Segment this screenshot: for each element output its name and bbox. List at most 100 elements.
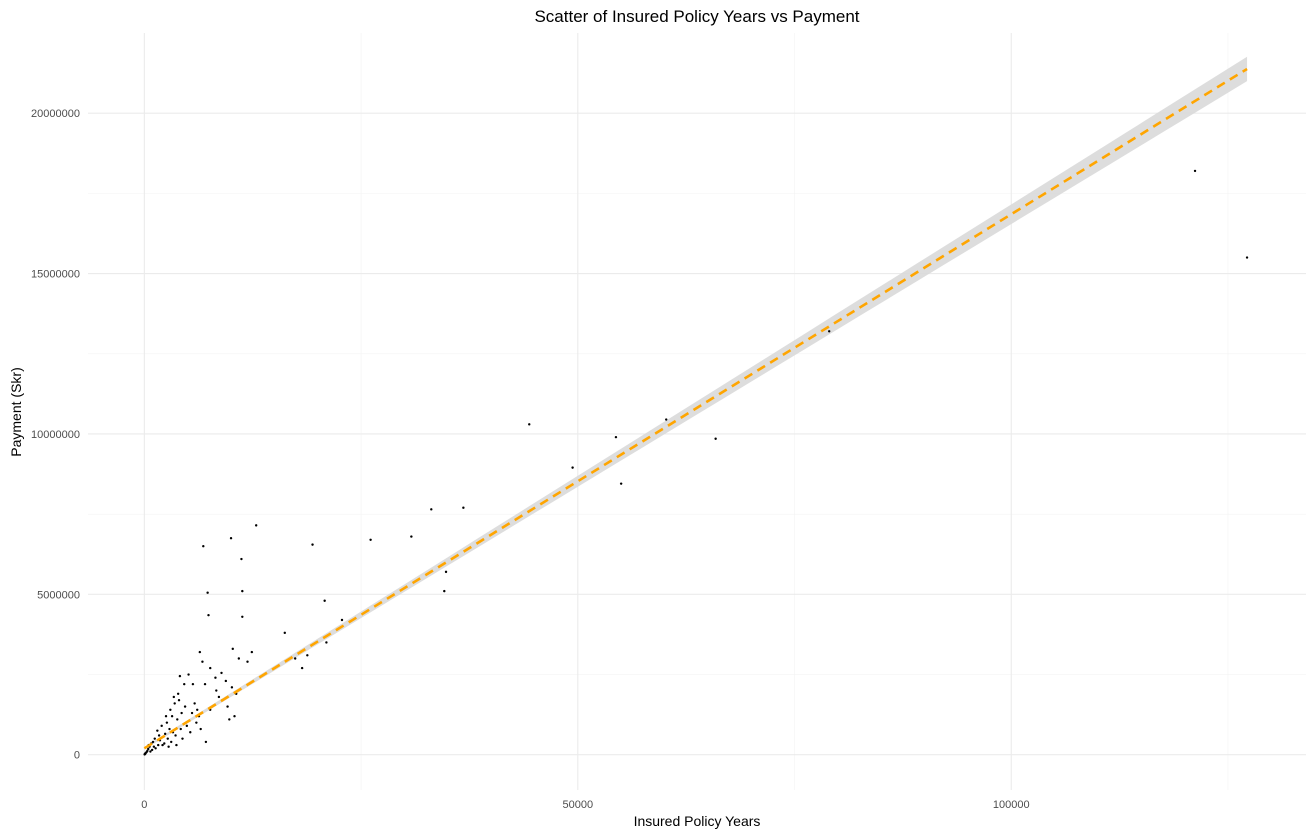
fit-line-dashed	[143, 67, 1248, 750]
data-point	[228, 718, 231, 721]
data-point	[175, 743, 178, 747]
data-point	[325, 641, 328, 644]
data-point	[430, 508, 433, 511]
data-point	[195, 721, 198, 724]
data-point	[157, 743, 160, 747]
data-point	[179, 727, 182, 731]
data-point	[369, 538, 372, 542]
data-point	[619, 482, 623, 485]
data-point	[220, 671, 223, 675]
data-point	[156, 729, 159, 732]
data-point	[172, 695, 176, 699]
data-point	[157, 734, 161, 737]
data-point	[443, 589, 446, 593]
data-point	[300, 666, 304, 670]
x-tick-label: 50000	[563, 799, 594, 811]
data-point	[306, 654, 309, 657]
data-point	[161, 743, 164, 747]
y-tick-label: 10000000	[31, 429, 80, 441]
data-point	[154, 747, 157, 750]
data-point	[189, 731, 192, 734]
data-point	[147, 747, 150, 751]
data-point	[177, 698, 181, 702]
data-point	[201, 660, 204, 663]
data-point	[614, 435, 618, 439]
data-point	[237, 657, 241, 660]
data-point	[180, 711, 183, 715]
x-axis-label: Insured Policy Years	[634, 813, 761, 829]
data-point	[198, 650, 202, 654]
data-point	[174, 734, 177, 737]
data-point	[153, 737, 156, 740]
data-point	[164, 715, 168, 718]
data-point	[246, 660, 249, 663]
data-point	[190, 711, 194, 715]
data-point	[178, 674, 182, 678]
data-point	[150, 748, 154, 752]
data-point	[1245, 256, 1249, 259]
data-point	[169, 708, 172, 712]
data-point	[214, 676, 217, 679]
data-point	[254, 524, 258, 527]
data-point	[151, 740, 155, 744]
data-point	[231, 647, 234, 651]
data-point	[196, 708, 199, 712]
data-point	[163, 742, 166, 745]
data-point	[202, 545, 205, 548]
data-point	[143, 753, 146, 756]
data-point	[199, 727, 202, 731]
data-point	[1193, 169, 1197, 173]
data-point	[241, 615, 244, 618]
data-point	[665, 418, 668, 421]
data-point	[229, 537, 233, 540]
data-point	[340, 618, 344, 622]
data-point	[168, 727, 171, 731]
data-point	[293, 657, 297, 660]
y-tick-label: 20000000	[31, 108, 80, 120]
y-tick-label: 5000000	[37, 589, 80, 601]
data-point	[828, 330, 831, 333]
data-point	[185, 724, 189, 728]
data-point	[193, 702, 196, 705]
data-point	[206, 591, 209, 594]
data-point	[183, 705, 187, 708]
data-point	[233, 715, 236, 718]
data-point	[714, 437, 717, 440]
data-point	[207, 613, 210, 617]
fit-line	[143, 67, 1248, 750]
grid	[88, 33, 1306, 790]
data-point	[209, 666, 212, 670]
confidence-band	[144, 56, 1248, 750]
y-tick-label: 0	[74, 750, 80, 762]
data-point	[571, 466, 574, 469]
data-point	[163, 732, 167, 736]
data-point	[462, 506, 465, 509]
data-point	[217, 695, 221, 699]
data-point	[170, 715, 174, 718]
data-point	[241, 589, 244, 593]
data-point	[204, 740, 208, 744]
data-point	[528, 423, 531, 426]
data-point	[176, 718, 179, 721]
data-point	[165, 721, 169, 724]
data-point	[167, 745, 170, 748]
chart-title: Scatter of Insured Policy Years vs Payme…	[534, 7, 859, 26]
data-point	[160, 724, 163, 728]
data-point	[170, 740, 173, 744]
tick-labels: 0 50000 100000 0 5000000 10000000 15000000 2000…	[31, 108, 1030, 811]
data-point	[410, 535, 413, 538]
data-point	[224, 679, 228, 683]
x-tick-label: 100000	[993, 799, 1030, 811]
data-point	[203, 682, 207, 686]
data-point	[176, 692, 180, 695]
y-tick-label: 15000000	[31, 269, 80, 281]
data-point	[173, 702, 176, 705]
data-point	[230, 686, 234, 689]
data-point	[166, 737, 169, 740]
data-point	[183, 682, 186, 686]
data-point	[191, 682, 195, 686]
data-point	[152, 745, 156, 748]
data-point	[444, 570, 448, 574]
data-point	[149, 750, 152, 753]
